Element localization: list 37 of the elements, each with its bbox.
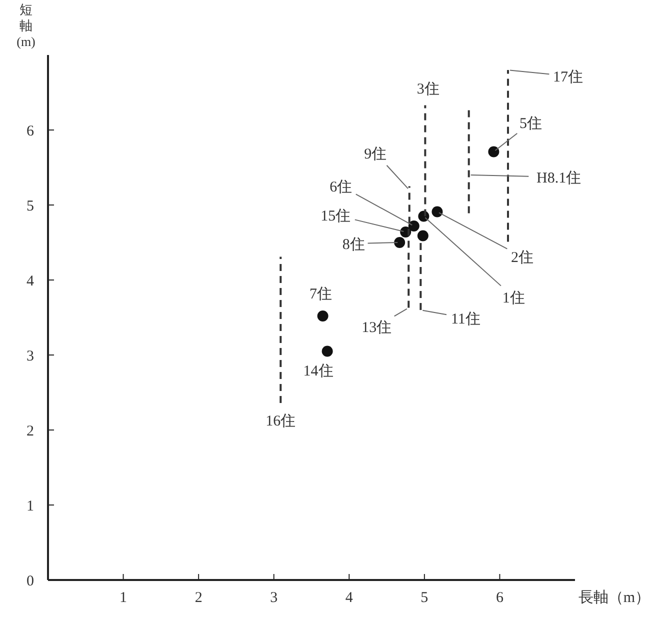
y-tick-label: 1: [26, 498, 34, 514]
annotation: 5住: [519, 116, 542, 132]
y-tick-label: 5: [26, 198, 34, 214]
point: [408, 220, 420, 232]
annotation: 17住: [552, 69, 583, 86]
annotation: 1住: [502, 290, 525, 306]
y-tick-label: 6: [26, 123, 34, 140]
point: [488, 146, 500, 158]
annotation: 8住: [342, 236, 365, 253]
x-tick-label: 3: [270, 590, 278, 606]
x-axis-title: 長軸（m）: [578, 589, 650, 606]
point: [322, 346, 333, 357]
y-tick-label: 4: [26, 273, 34, 290]
x-tick-label: 4: [345, 590, 354, 606]
point: [432, 206, 443, 218]
y-axis-title: 短軸(m): [16, 2, 36, 49]
x-tick-label: 5: [420, 590, 428, 606]
annotation: 15住: [320, 208, 351, 224]
annotation: 7住: [310, 286, 332, 302]
point: [317, 310, 328, 322]
annotation: 16住: [266, 413, 296, 430]
annotation: 9住: [364, 146, 387, 162]
x-tick-label: 6: [496, 590, 504, 606]
annotation: 14住: [303, 364, 334, 380]
y-tick-label: 3: [26, 348, 34, 364]
annotation: 2住: [510, 250, 534, 266]
y-tick-label: 2: [26, 423, 34, 440]
annotation: 11住: [450, 311, 480, 328]
point: [417, 230, 428, 242]
x-tick-label: 2: [194, 590, 202, 606]
point: [394, 237, 406, 248]
y-tick-label: 0: [26, 573, 34, 590]
annotation: 3住: [416, 82, 440, 98]
annotation: 13住: [362, 320, 392, 336]
x-tick-label: 1: [120, 590, 128, 606]
annotation: 6住: [330, 179, 352, 196]
annotation: H8.1住: [536, 170, 582, 186]
